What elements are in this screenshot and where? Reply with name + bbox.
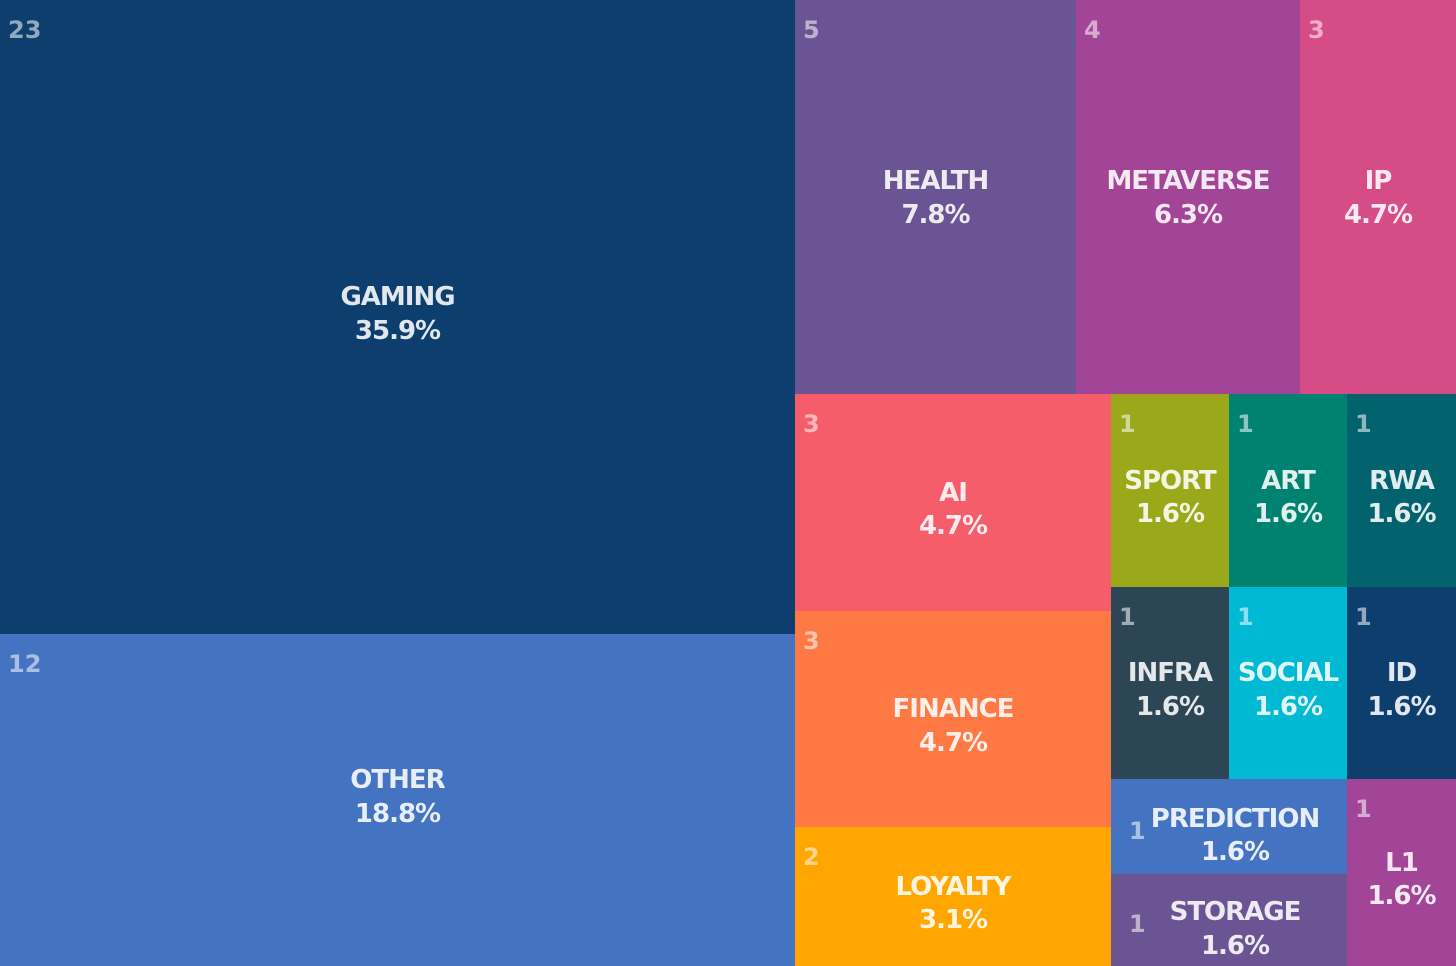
- tile-percent: 1.6%: [1135, 499, 1205, 530]
- tile-percent: 7.8%: [901, 199, 970, 230]
- tile-count: 1: [1119, 410, 1136, 438]
- tile-count: 23: [8, 16, 42, 44]
- tile-count: 1: [1355, 603, 1372, 631]
- tile-label: SOCIAL 1.6%: [1229, 657, 1347, 725]
- treemap-tile-infra: 1 INFRA 1.6%: [1111, 587, 1229, 779]
- tile-label: METAVERSE 6.3%: [1076, 165, 1300, 233]
- tile-category-name: GAMING: [340, 282, 455, 313]
- tile-count: 3: [803, 410, 820, 438]
- treemap-tile-sport: 1 SPORT 1.6%: [1111, 394, 1229, 587]
- treemap-tile-gaming: 23 GAMING 35.9%: [0, 0, 795, 634]
- tile-label: RWA 1.6%: [1347, 465, 1456, 533]
- tile-category-name: PREDICTION: [1150, 803, 1320, 834]
- treemap-tile-metaverse: 4 METAVERSE 6.3%: [1076, 0, 1300, 394]
- tile-label: LOYALTY 3.1%: [795, 871, 1111, 939]
- tile-label: HEALTH 7.8%: [795, 165, 1076, 233]
- tile-category-name: OTHER: [350, 765, 445, 796]
- tile-percent: 3.1%: [918, 905, 988, 936]
- treemap-tile-ip: 3 IP 4.7%: [1300, 0, 1456, 394]
- tile-percent: 1.6%: [1135, 691, 1205, 722]
- tile-percent: 1.6%: [1200, 837, 1270, 868]
- tile-count: 1: [1237, 410, 1254, 438]
- tile-category-name: METAVERSE: [1106, 166, 1270, 197]
- tile-label: ID 1.6%: [1347, 657, 1456, 725]
- tile-label: IP 4.7%: [1300, 165, 1456, 233]
- tile-percent: 1.6%: [1253, 499, 1323, 530]
- tile-count: 3: [803, 627, 820, 655]
- treemap-tile-social: 1 SOCIAL 1.6%: [1229, 587, 1347, 779]
- tile-label: SPORT 1.6%: [1111, 465, 1229, 533]
- tile-count: 1: [1119, 603, 1136, 631]
- tile-count: 4: [1084, 16, 1101, 44]
- tile-category-name: IP: [1364, 166, 1393, 197]
- tile-percent: 4.7%: [918, 511, 988, 542]
- treemap-tile-health: 5 HEALTH 7.8%: [795, 0, 1076, 394]
- tile-count: 1: [1129, 816, 1146, 845]
- treemap-tile-rwa: 1 RWA 1.6%: [1347, 394, 1456, 587]
- tile-category-name: AI: [939, 477, 968, 508]
- tile-category-name: SPORT: [1124, 465, 1216, 496]
- tile-label: AI 4.7%: [795, 477, 1111, 545]
- tile-category-name: STORAGE: [1169, 897, 1302, 928]
- treemap-tile-prediction: 1 PREDICTION 1.6%: [1111, 779, 1347, 874]
- tile-category-name: LOYALTY: [895, 871, 1011, 902]
- tile-label: GAMING 35.9%: [0, 281, 795, 349]
- tile-count: 1: [1129, 910, 1146, 938]
- tile-percent: 1.6%: [1367, 881, 1436, 912]
- tile-count: 1: [1355, 795, 1372, 823]
- treemap-tile-id: 1 ID 1.6%: [1347, 587, 1456, 779]
- tile-category-name: INFRA: [1127, 658, 1213, 689]
- tile-category-name: FINANCE: [892, 694, 1015, 725]
- tile-percent: 18.8%: [354, 798, 441, 829]
- tile-count: 5: [803, 16, 820, 44]
- tile-category-name: SOCIAL: [1237, 658, 1339, 689]
- tile-label: STORAGE 1.6%: [1123, 896, 1347, 964]
- tile-count: 12: [8, 650, 42, 678]
- tile-count: 1: [1237, 603, 1254, 631]
- treemap-tile-loyalty: 2 LOYALTY 3.1%: [795, 827, 1111, 966]
- treemap-tile-storage: 1 STORAGE 1.6%: [1111, 874, 1347, 966]
- tile-category-name: HEALTH: [882, 166, 989, 197]
- tile-label: L1 1.6%: [1347, 847, 1456, 915]
- tile-category-name: RWA: [1369, 465, 1435, 496]
- tile-label: OTHER 18.8%: [0, 764, 795, 832]
- treemap-tile-art: 1 ART 1.6%: [1229, 394, 1347, 587]
- tile-percent: 1.6%: [1200, 930, 1270, 961]
- tile-label: INFRA 1.6%: [1111, 657, 1229, 725]
- tile-count: 2: [803, 843, 820, 871]
- tile-percent: 4.7%: [1343, 199, 1413, 230]
- tile-label: FINANCE 4.7%: [795, 693, 1111, 761]
- tile-percent: 6.3%: [1153, 199, 1223, 230]
- tile-category-name: L1: [1385, 847, 1419, 878]
- tile-category-name: ART: [1261, 465, 1316, 496]
- tile-percent: 1.6%: [1367, 691, 1436, 722]
- treemap-tile-other: 12 OTHER 18.8%: [0, 634, 795, 966]
- tile-label: ART 1.6%: [1229, 465, 1347, 533]
- treemap-tile-ai: 3 AI 4.7%: [795, 394, 1111, 611]
- tile-category-name: ID: [1386, 658, 1417, 689]
- tile-percent: 1.6%: [1367, 499, 1436, 530]
- treemap-tile-finance: 3 FINANCE 4.7%: [795, 611, 1111, 827]
- tile-label: PREDICTION 1.6%: [1123, 803, 1347, 871]
- tile-percent: 35.9%: [354, 315, 441, 346]
- tile-percent: 4.7%: [918, 727, 988, 758]
- tile-count: 3: [1308, 16, 1325, 44]
- treemap-tile-l1: 1 L1 1.6%: [1347, 779, 1456, 966]
- tile-percent: 1.6%: [1253, 691, 1323, 722]
- tile-count: 1: [1355, 410, 1372, 438]
